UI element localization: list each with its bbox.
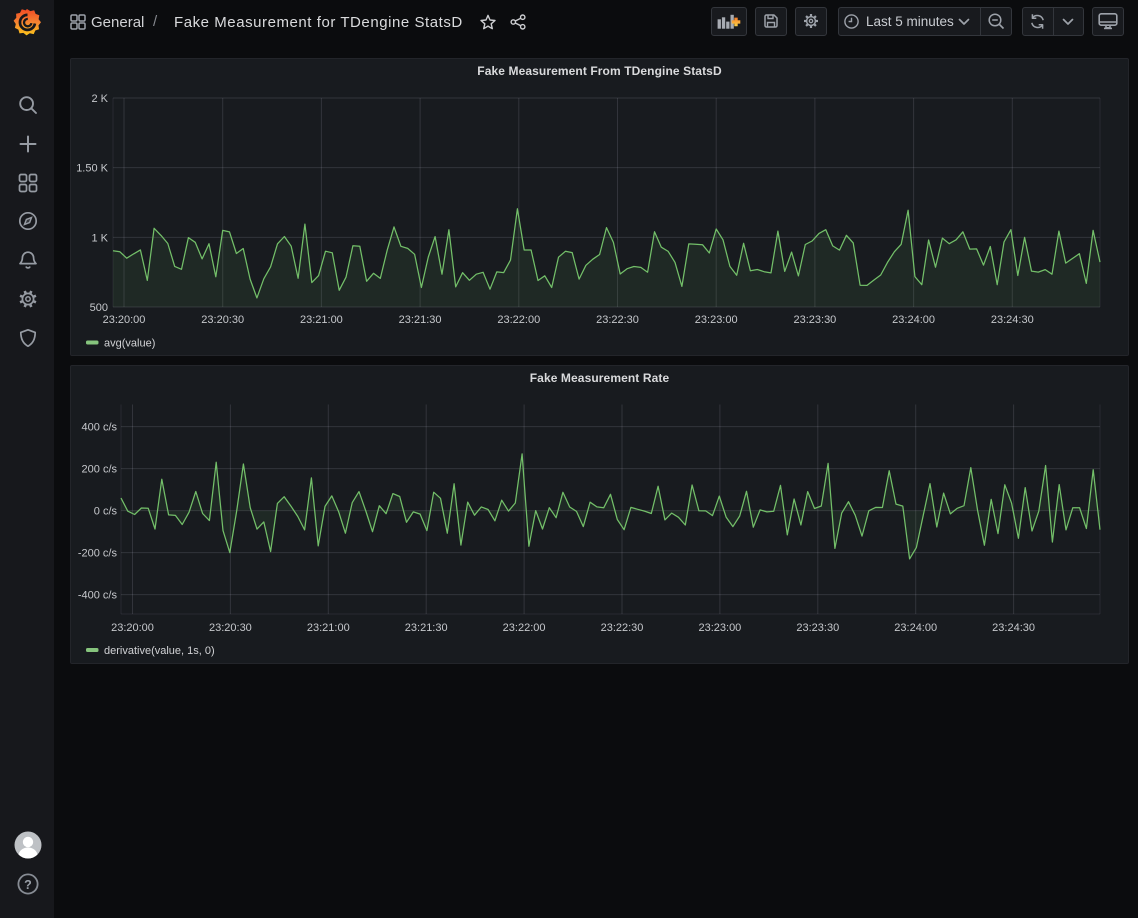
svg-text:23:20:30: 23:20:30 (201, 314, 244, 326)
svg-text:200 c/s: 200 c/s (82, 464, 118, 476)
svg-text:23:20:30: 23:20:30 (209, 622, 252, 634)
svg-text:23:24:30: 23:24:30 (991, 314, 1034, 326)
svg-text:2 K: 2 K (91, 93, 108, 105)
svg-text:-200 c/s: -200 c/s (78, 548, 118, 560)
svg-text:?: ? (24, 878, 32, 892)
svg-text:500: 500 (90, 302, 108, 314)
svg-text:23:21:30: 23:21:30 (399, 314, 442, 326)
svg-text:23:24:30: 23:24:30 (992, 622, 1035, 634)
svg-text:23:21:30: 23:21:30 (405, 622, 448, 634)
svg-text:avg(value): avg(value) (104, 337, 155, 349)
svg-text:23:23:30: 23:23:30 (796, 622, 839, 634)
svg-text:23:22:00: 23:22:00 (503, 622, 546, 634)
svg-text:23:22:30: 23:22:30 (601, 622, 644, 634)
svg-text:23:22:00: 23:22:00 (497, 314, 540, 326)
svg-text:derivative(value, 1s, 0): derivative(value, 1s, 0) (104, 645, 215, 657)
svg-text:1.50 K: 1.50 K (76, 163, 108, 175)
svg-text:23:23:30: 23:23:30 (793, 314, 836, 326)
svg-text:23:20:00: 23:20:00 (103, 314, 146, 326)
svg-text:23:23:00: 23:23:00 (698, 622, 741, 634)
svg-text:23:24:00: 23:24:00 (894, 622, 937, 634)
svg-text:23:22:30: 23:22:30 (596, 314, 639, 326)
svg-text:23:20:00: 23:20:00 (111, 622, 154, 634)
svg-text:23:24:00: 23:24:00 (892, 314, 935, 326)
svg-text:0 c/s: 0 c/s (94, 506, 118, 518)
svg-text:23:21:00: 23:21:00 (307, 622, 350, 634)
svg-text:1 K: 1 K (91, 232, 108, 244)
svg-text:400 c/s: 400 c/s (82, 422, 118, 434)
svg-text:23:21:00: 23:21:00 (300, 314, 343, 326)
svg-text:-400 c/s: -400 c/s (78, 590, 118, 602)
svg-text:23:23:00: 23:23:00 (695, 314, 738, 326)
